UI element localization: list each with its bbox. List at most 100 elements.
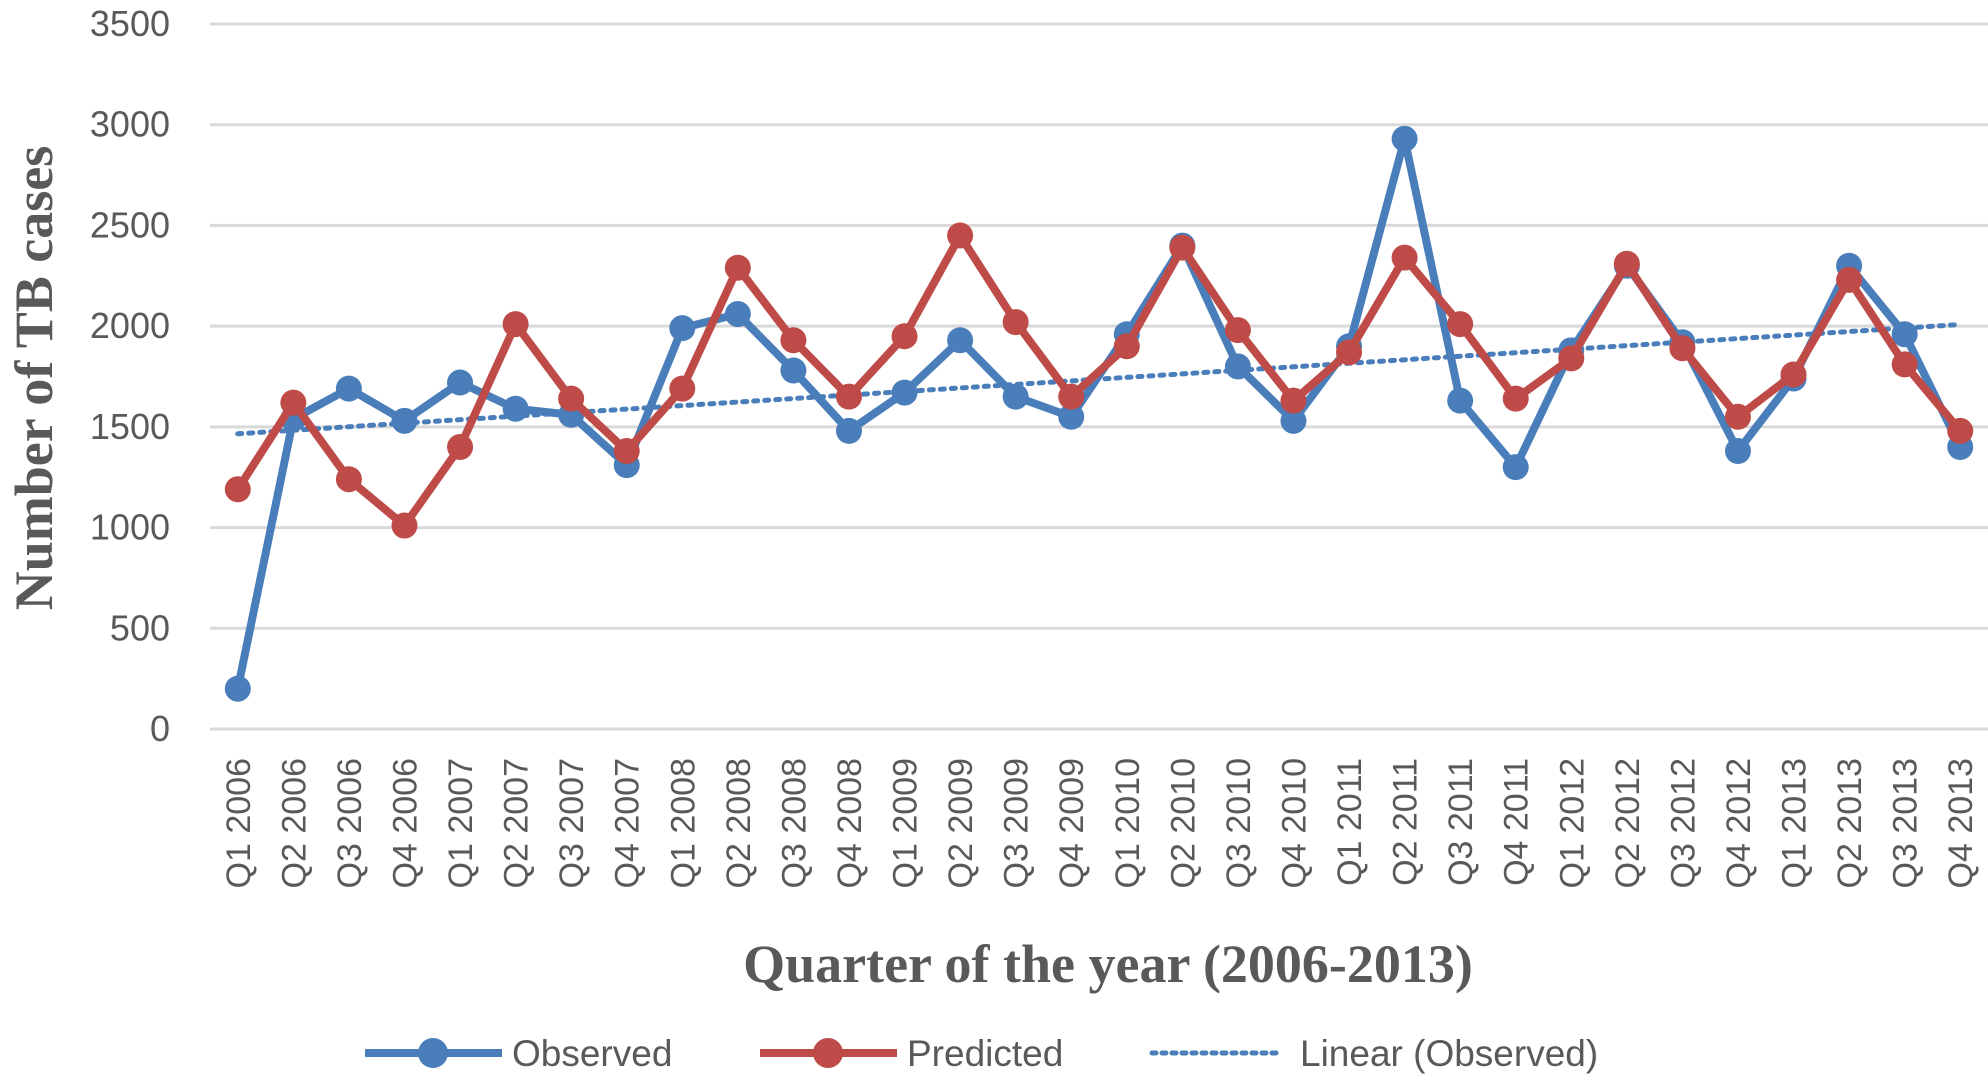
data-point-predicted [391, 512, 418, 539]
data-point-observed [1891, 321, 1918, 348]
data-point-observed [335, 375, 362, 402]
data-point-predicted [1891, 351, 1918, 378]
x-tick-label: Q4 2007 [609, 758, 647, 888]
series-layer [224, 125, 1974, 702]
data-point-observed [1224, 353, 1251, 380]
data-point-predicted [1836, 266, 1863, 293]
x-tick-label: Q2 2009 [942, 758, 980, 888]
x-tick-label: Q1 2007 [442, 758, 480, 888]
x-tick-label: Q1 2013 [1776, 758, 1814, 888]
series-observed [224, 125, 1974, 702]
y-tick-label: 500 [110, 607, 170, 648]
data-point-observed [502, 395, 529, 422]
data-point-observed [724, 301, 751, 328]
data-point-predicted [1224, 317, 1251, 344]
legend-item-observed: Observed [365, 1033, 672, 1074]
data-point-observed [1280, 407, 1307, 434]
data-point-observed [1447, 387, 1474, 414]
data-point-observed [1724, 438, 1751, 465]
legend-marker-observed [418, 1038, 448, 1068]
x-tick-label: Q3 2012 [1664, 758, 1702, 888]
data-point-predicted [1947, 417, 1974, 444]
series-line-predicted [233, 231, 1965, 530]
data-point-predicted [669, 375, 696, 402]
data-point-predicted [947, 222, 974, 249]
data-point-predicted [1391, 244, 1418, 271]
data-point-predicted [1280, 387, 1307, 414]
x-tick-label: Q3 2008 [775, 758, 813, 888]
data-point-predicted [1113, 333, 1140, 360]
x-axis-ticks: Q1 2006 Q2 2006 Q3 2006 Q4 2006 Q1 2007 Q2 20… [220, 758, 1980, 888]
data-point-predicted [891, 323, 918, 350]
y-tick-label: 0 [150, 708, 170, 749]
data-point-predicted [335, 466, 362, 493]
data-point-observed [1058, 403, 1085, 430]
y-axis-ticks: 0 500 1000 1500 2000 2500 3000 3500 [90, 3, 170, 749]
x-tick-label: Q3 2010 [1220, 758, 1258, 888]
y-tick-label: 2500 [90, 204, 170, 245]
x-tick-label: Q1 2009 [887, 758, 925, 888]
legend: Observed Predicted Linear (Observed) [365, 1033, 1598, 1074]
data-point-predicted [502, 311, 529, 338]
legend-label-predicted: Predicted [907, 1033, 1063, 1074]
x-tick-label: Q4 2013 [1942, 758, 1980, 888]
y-axis-title: Number of TB cases [4, 146, 64, 611]
data-point-observed [947, 327, 974, 354]
y-tick-label: 2000 [90, 305, 170, 346]
x-tick-label: Q2 2008 [720, 758, 758, 888]
data-point-predicted [1058, 383, 1085, 410]
x-tick-label: Q4 2006 [386, 758, 424, 888]
data-point-observed [1502, 454, 1529, 481]
x-tick-label: Q2 2006 [275, 758, 313, 888]
data-point-observed [447, 369, 474, 396]
legend-label-observed: Observed [512, 1033, 672, 1074]
data-point-predicted [1780, 361, 1807, 388]
data-point-predicted [1669, 335, 1696, 362]
x-tick-label: Q3 2011 [1442, 758, 1480, 886]
data-point-predicted [1169, 234, 1196, 261]
legend-item-trendline: Linear (Observed) [1149, 1033, 1598, 1074]
x-tick-label: Q1 2010 [1109, 758, 1147, 888]
data-point-observed [835, 417, 862, 444]
x-tick-label: Q3 2009 [998, 758, 1036, 888]
y-tick-label: 3500 [90, 3, 170, 44]
x-tick-label: Q2 2010 [1164, 758, 1202, 888]
data-point-predicted [1613, 250, 1640, 277]
data-point-predicted [1002, 309, 1029, 336]
data-point-observed [669, 315, 696, 342]
x-tick-label: Q1 2011 [1331, 758, 1369, 886]
data-point-observed [780, 357, 807, 384]
data-point-observed [224, 675, 251, 702]
data-point-predicted [224, 476, 251, 503]
x-tick-label: Q2 2007 [498, 758, 536, 888]
data-point-predicted [1724, 403, 1751, 430]
data-point-observed [1391, 125, 1418, 152]
y-tick-label: 1500 [90, 406, 170, 447]
data-point-predicted [1502, 385, 1529, 412]
y-tick-label: 3000 [90, 104, 170, 145]
data-point-predicted [724, 254, 751, 281]
legend-marker-predicted [813, 1038, 843, 1068]
data-point-predicted [1336, 339, 1363, 366]
data-point-predicted [613, 438, 640, 465]
data-point-predicted [1558, 345, 1585, 372]
x-tick-label: Q3 2006 [331, 758, 369, 888]
x-tick-label: Q1 2006 [220, 758, 258, 888]
legend-item-predicted: Predicted [760, 1033, 1063, 1074]
x-tick-label: Q2 2011 [1387, 758, 1425, 886]
y-tick-label: 1000 [90, 507, 170, 548]
data-point-predicted [447, 434, 474, 460]
data-point-predicted [1447, 311, 1474, 338]
data-point-observed [1002, 383, 1029, 410]
x-tick-label: Q4 2008 [831, 758, 869, 888]
x-tick-label: Q3 2013 [1887, 758, 1925, 888]
series-line-observed [233, 134, 1965, 693]
data-point-predicted [780, 327, 807, 354]
x-tick-label: Q2 2012 [1609, 758, 1647, 888]
x-tick-label: Q4 2012 [1720, 758, 1758, 888]
x-tick-label: Q2 2013 [1831, 758, 1869, 888]
data-point-observed [391, 407, 418, 434]
x-tick-label: Q4 2009 [1053, 758, 1091, 888]
